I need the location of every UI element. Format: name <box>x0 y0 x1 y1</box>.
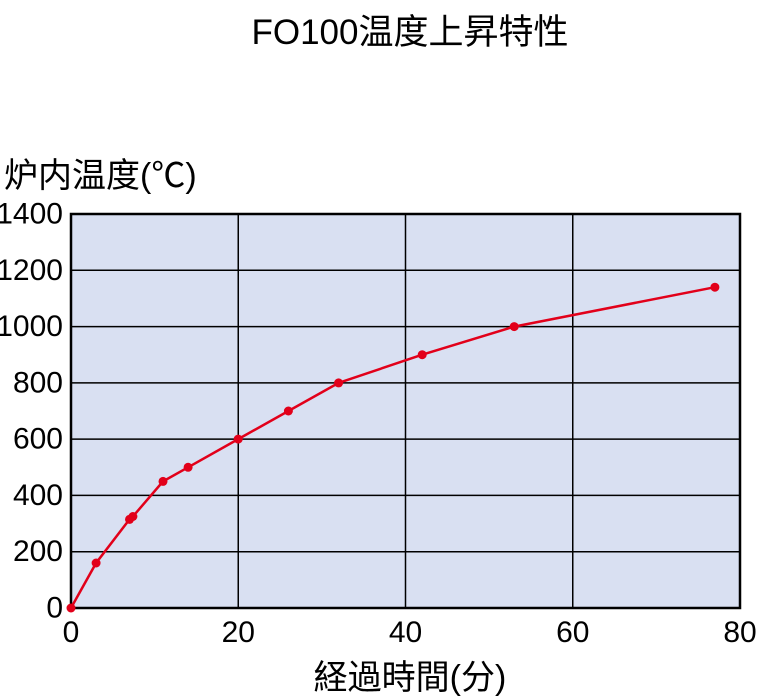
svg-text:1200: 1200 <box>0 254 63 287</box>
svg-text:800: 800 <box>13 366 63 399</box>
svg-text:20: 20 <box>222 616 255 649</box>
svg-text:200: 200 <box>13 535 63 568</box>
svg-text:1400: 1400 <box>0 198 63 231</box>
svg-text:0: 0 <box>63 616 80 649</box>
svg-text:400: 400 <box>13 479 63 512</box>
svg-text:1000: 1000 <box>0 310 63 343</box>
svg-text:600: 600 <box>13 423 63 456</box>
svg-text:60: 60 <box>556 616 589 649</box>
svg-text:40: 40 <box>389 616 422 649</box>
svg-text:0: 0 <box>46 592 63 625</box>
svg-text:80: 80 <box>723 616 756 649</box>
